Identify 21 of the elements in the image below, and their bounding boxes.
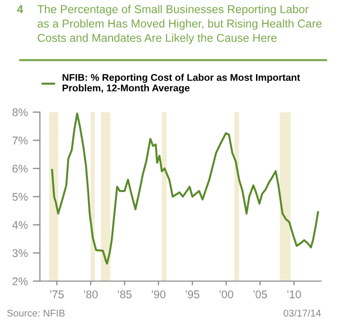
text: 03/17/14 <box>284 309 321 317</box>
line-series <box>51 112 320 265</box>
y-tick-label: 8% <box>12 108 28 116</box>
y-tick-label: 4% <box>12 221 28 229</box>
x-tick-label: ’95 <box>186 290 200 298</box>
x-tick-label: ’75 <box>50 290 64 298</box>
y-tick-label: 3% <box>12 249 28 258</box>
legend-label: NFIB: % Reporting Cost of Labor as Most Important Problem, 12-Month Average <box>62 74 300 94</box>
text: 4 <box>17 5 24 14</box>
x-tick-label: ’05 <box>253 290 268 298</box>
x-tick-label: ’80 <box>84 290 98 298</box>
x-tick-label: ’00 <box>220 290 234 298</box>
y-tick-label: 2% <box>12 277 28 286</box>
x-tick-label: ’90 <box>152 290 166 298</box>
y-tick-label: 6% <box>12 164 28 173</box>
chart-title: The Percentage of Small Businesses Reporting Labor as a Problem Has Moved Higher, but Rising Health Care Costs and Mandates Are Likely the Cause Here <box>37 4 322 44</box>
x-tick-label: ’10 <box>287 290 301 298</box>
y-tick-label: 5% <box>12 192 28 201</box>
source-note: Source: NFIB <box>7 310 65 317</box>
y-tick-label: 7% <box>12 136 28 144</box>
x-tick-label: ’85 <box>118 290 132 298</box>
